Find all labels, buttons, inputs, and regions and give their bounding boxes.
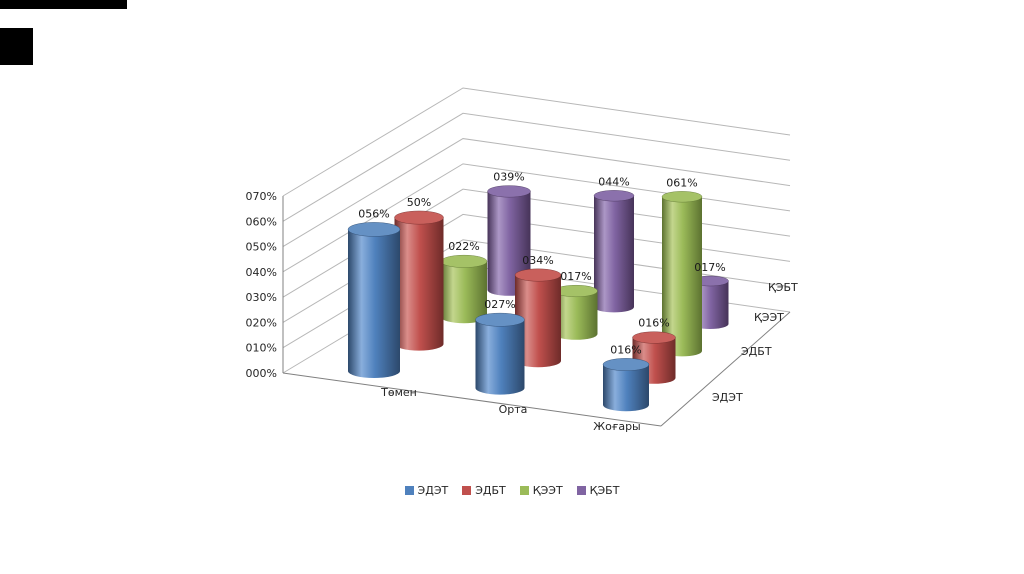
category-label-Жоғары: Жоғары	[593, 420, 640, 433]
cylinder-ҚЭЭТ-Орта	[554, 285, 598, 340]
axes: 000% 010% 020% 030% 040% 050% 060% 070%	[246, 190, 791, 427]
cylinder-ЭДБТ-Төмен	[394, 210, 444, 351]
depth-axis-label-ЭДБТ: ЭДБТ	[741, 345, 772, 358]
data-labels: 056% 027% 016% 50% 034% 016% 022% 017% 061% 039% 0…	[358, 171, 725, 357]
legend-item-ҚЭБТ: ҚЭБТ	[576, 484, 620, 497]
category-label-Төмен: Төмен	[380, 386, 417, 399]
legend-swatch	[462, 486, 472, 495]
cylinder-ҚЭЭТ-Төмен	[440, 254, 488, 324]
cylinder-top	[487, 185, 531, 198]
cylinder-body	[594, 195, 634, 313]
value-axis-tick-label: 040%	[246, 266, 277, 279]
cylinder-top	[347, 222, 401, 237]
cylinder-body	[515, 275, 561, 368]
cylinder-ЭДЭТ-Орта	[475, 312, 525, 395]
cylinder-top	[632, 331, 676, 344]
cylinder-top	[440, 254, 488, 268]
legend-item-ЭДБТ: ЭДБТ	[462, 484, 506, 497]
data-label-ЭДБТ-Орта: 034%	[522, 254, 553, 267]
gridline	[282, 112, 791, 222]
cylinder-body	[662, 196, 702, 357]
value-axis-tick-label: 020%	[246, 316, 277, 329]
data-label-ЭДЭТ-Орта: 027%	[484, 298, 515, 311]
value-axis-tick-label: 070%	[246, 190, 277, 203]
bars	[347, 185, 729, 412]
depth-axis-line	[660, 311, 791, 427]
cylinder-ҚЭБТ-Орта	[593, 190, 635, 313]
legend-swatch	[404, 486, 414, 495]
cylinder-body	[475, 319, 525, 395]
data-label-ЭДЭТ-Жоғары: 016%	[610, 343, 641, 356]
cylinder-ҚЭЭТ-Жоғары	[661, 191, 703, 357]
cylinder-body	[554, 291, 598, 340]
value-axis-tick-label: 060%	[246, 215, 277, 228]
depth-axis-label-ҚЭЭТ: ҚЭЭТ	[754, 311, 784, 324]
cylinder-body	[394, 217, 444, 351]
data-label-ЭДЭТ-Төмен: 056%	[358, 207, 389, 220]
video-artifact-top-bar	[0, 0, 127, 9]
data-label-ҚЭЭТ-Жоғары: 061%	[666, 176, 697, 189]
cylinder-top	[661, 191, 703, 203]
data-label-ЭДБТ-Төмен: 50%	[407, 196, 431, 209]
value-axis-tick-label: 010%	[246, 342, 277, 355]
legend-swatch	[576, 486, 586, 495]
data-label-ҚЭБТ-Жоғары: 017%	[694, 261, 725, 274]
cylinder-body	[487, 191, 531, 296]
legend-label: ЭДБТ	[475, 484, 506, 497]
value-axis-tick-label: 000%	[246, 367, 277, 380]
cylinder-body	[441, 261, 487, 324]
cylinder-top	[514, 268, 562, 282]
cylinder-ҚЭБТ-Төмен	[487, 185, 531, 296]
cylinder-ЭДЭТ-Жоғары	[602, 358, 650, 412]
data-label-ҚЭЭТ-Төмен: 022%	[448, 240, 479, 253]
gridline	[282, 138, 791, 247]
cylinder-top	[475, 312, 525, 327]
data-label-ҚЭЭТ-Орта: 017%	[560, 270, 591, 283]
depth-axis-label-ҚЭБТ: ҚЭБТ	[768, 281, 798, 294]
legend-item-ҚЭЭТ: ҚЭЭТ	[519, 484, 563, 497]
depth-axis-label-ЭДЭТ: ЭДЭТ	[712, 391, 743, 404]
category-axis-line	[282, 372, 662, 427]
video-artifact-left-block	[0, 28, 33, 65]
legend-label: ҚЭЭТ	[532, 484, 563, 497]
value-axis-tick-label: 050%	[246, 241, 277, 254]
gridline	[282, 87, 791, 197]
legend-item-ЭДЭТ: ЭДЭТ	[404, 484, 449, 497]
data-label-ЭДБТ-Жоғары: 016%	[638, 317, 669, 330]
cylinder-top	[394, 210, 444, 225]
cylinder-ЭДЭТ-Төмен	[347, 222, 401, 379]
cylinder-top	[602, 358, 650, 371]
category-label-Орта: Орта	[499, 403, 528, 416]
data-label-ҚЭБТ-Төмен: 039%	[493, 171, 524, 184]
chart-legend: ЭДЭТ ЭДБТ ҚЭЭТ ҚЭБТ	[0, 484, 1024, 497]
value-axis-tick-label: 030%	[246, 291, 277, 304]
cylinder-ЭДБТ-Орта	[514, 268, 562, 368]
data-label-ҚЭБТ-Орта: 044%	[598, 175, 629, 188]
cylinder-top	[593, 190, 635, 202]
legend-swatch	[519, 486, 529, 495]
legend-label: ҚЭБТ	[589, 484, 620, 497]
cylinder-body	[603, 364, 649, 412]
gridlines	[282, 87, 791, 374]
cylinder-body	[348, 229, 400, 379]
legend-label: ЭДЭТ	[417, 484, 449, 497]
